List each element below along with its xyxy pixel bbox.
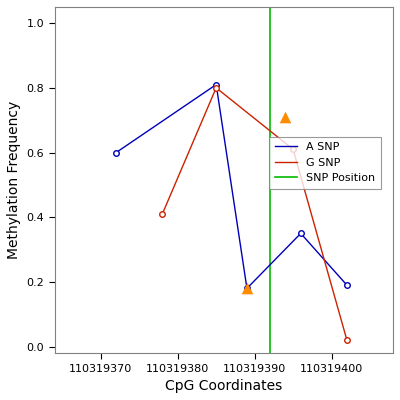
X-axis label: CpG Coordinates: CpG Coordinates	[165, 379, 282, 393]
Legend: A SNP, G SNP, SNP Position: A SNP, G SNP, SNP Position	[269, 136, 381, 189]
Point	[282, 114, 288, 120]
Point	[244, 285, 250, 292]
Y-axis label: Methylation Frequency: Methylation Frequency	[7, 101, 21, 259]
